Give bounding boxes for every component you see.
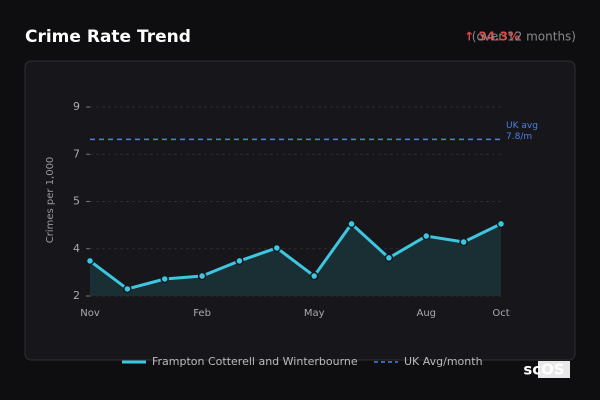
point (197, 271, 207, 281)
line (89, 222, 502, 291)
y-tick-label: 2 (73, 289, 80, 302)
point (160, 274, 169, 284)
reference-label: UK avg (506, 121, 538, 131)
y-tick-label: 9 (73, 100, 80, 113)
legend-label: UK Avg/month (404, 355, 483, 368)
logo: scOS (523, 361, 564, 379)
y-tick-label: 4 (73, 242, 80, 255)
point (85, 256, 95, 266)
y-tick-label: 7 (73, 147, 80, 160)
point (459, 237, 468, 247)
change: ↑ 34.3% (464, 30, 520, 44)
x-tick-label: Feb (193, 308, 211, 319)
reference-label: 7.8/m (506, 132, 532, 142)
legend-label: Frampton Cotterell and Winterbourne (152, 355, 358, 368)
point (123, 284, 132, 294)
chart-title: Crime Rate Trend (25, 27, 191, 47)
point (496, 219, 506, 229)
change-note: (over 12 months) (472, 30, 576, 44)
point (422, 231, 431, 241)
x-tick-label: May (304, 308, 325, 319)
y-axis-label: Crimes per 1,000 (45, 157, 56, 244)
point (384, 253, 394, 263)
point (347, 219, 356, 229)
y-tick-label: 5 (73, 195, 80, 208)
x-tick-label: Aug (417, 308, 437, 319)
x-tick-label: Nov (80, 308, 100, 319)
point (235, 256, 244, 266)
point (272, 243, 282, 253)
x-tick-label: Oct (492, 308, 509, 319)
logo-box (538, 361, 570, 378)
point (309, 271, 319, 281)
